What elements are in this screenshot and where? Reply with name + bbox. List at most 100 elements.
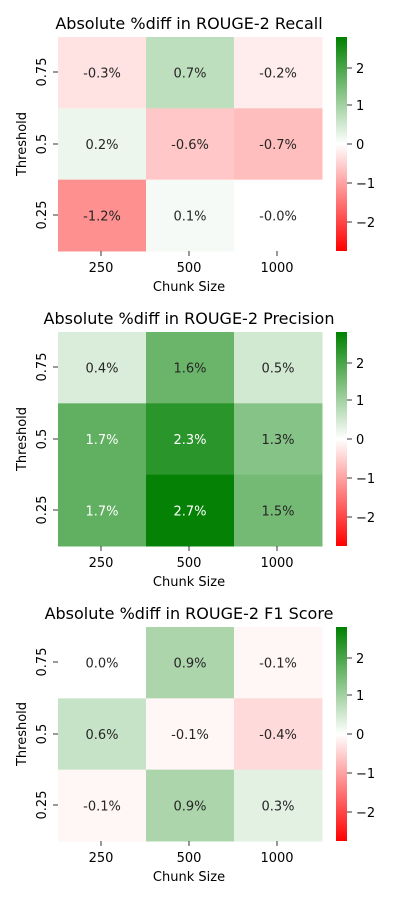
y-tick-label: 0.75 bbox=[35, 58, 50, 87]
colorbar-tick-label: 1 bbox=[356, 394, 364, 409]
x-tick-label: 1000 bbox=[260, 556, 293, 571]
heatmap-panel-precision: Absolute %diff in ROUGE-2 Precision 0.4%… bbox=[15, 309, 375, 590]
y-tick-label: 0.25 bbox=[35, 791, 50, 820]
x-tick-label: 250 bbox=[89, 556, 114, 571]
cell-value-label: -0.1% bbox=[259, 657, 297, 672]
colorbar-tick-label: 0 bbox=[356, 728, 364, 743]
y-tick-label: 0.5 bbox=[35, 134, 50, 155]
heatmap-cell bbox=[146, 179, 235, 252]
colorbar-tick-label: −1 bbox=[356, 472, 375, 487]
colorbar-tick-label: 2 bbox=[356, 62, 364, 77]
cell-value-label: -0.4% bbox=[259, 728, 297, 743]
heatmap-cell bbox=[58, 332, 147, 404]
y-axis: 0.75 0.5 0.25 Threshold bbox=[15, 58, 58, 230]
colorbar-tick-label: −2 bbox=[356, 216, 375, 231]
cell-value-label: -0.6% bbox=[171, 138, 209, 153]
y-tick-label: 0.25 bbox=[35, 496, 50, 525]
heatmap-cell bbox=[58, 769, 147, 842]
x-axis-label: Chunk Size bbox=[153, 870, 225, 885]
heatmap-cell bbox=[146, 332, 235, 404]
x-tick-label: 500 bbox=[177, 851, 202, 866]
cell-value-label: 1.5% bbox=[261, 504, 294, 519]
cell-value-label: -0.0% bbox=[259, 209, 297, 224]
heatmap-cell bbox=[234, 108, 323, 181]
heatmap-panel-recall: Absolute %diff in ROUGE-2 Recall -0.3% 0.… bbox=[15, 14, 375, 295]
x-axis: 250 500 1000 Chunk Size bbox=[89, 251, 294, 295]
heatmap-cell bbox=[234, 37, 323, 109]
heatmap-cell bbox=[58, 474, 147, 547]
heatmap-cell bbox=[146, 108, 235, 181]
cell-labels: 0.4% 1.6% 0.5% 1.7% 2.3% 1.3% 1.7% 2.7% 1.5% bbox=[85, 362, 294, 520]
cell-value-label: 0.1% bbox=[173, 209, 206, 224]
heatmap-cell bbox=[146, 698, 235, 771]
cell-value-label: 0.4% bbox=[85, 362, 118, 377]
heatmap-cell bbox=[58, 627, 147, 699]
cell-labels: 0.0% 0.9% -0.1% 0.6% -0.1% -0.4% -0.1% 0.9% 0.3% bbox=[83, 657, 297, 815]
heatmap-cell bbox=[234, 698, 323, 771]
y-axis: 0.75 0.5 0.25 Threshold bbox=[15, 353, 58, 525]
colorbar-tick-label: −1 bbox=[356, 767, 375, 782]
cell-value-label: -0.1% bbox=[83, 799, 121, 814]
y-tick-label: 0.75 bbox=[35, 353, 50, 382]
heatmap-cell bbox=[58, 108, 147, 181]
cell-value-label: 0.3% bbox=[261, 799, 294, 814]
y-tick-label: 0.5 bbox=[35, 429, 50, 450]
colorbar-tick-label: −1 bbox=[356, 177, 375, 192]
colorbar-tick-label: 1 bbox=[356, 689, 364, 704]
cell-value-label: 0.5% bbox=[261, 362, 294, 377]
cell-value-label: -0.3% bbox=[83, 67, 121, 82]
cell-value-label: 1.7% bbox=[85, 433, 118, 448]
x-tick-label: 1000 bbox=[260, 261, 293, 276]
y-axis: 0.75 0.5 0.25 Threshold bbox=[15, 648, 58, 820]
y-axis-label: Threshold bbox=[15, 407, 30, 472]
heatmap-cell bbox=[58, 403, 147, 476]
heatmap-cell bbox=[58, 698, 147, 771]
heatmap-cell bbox=[58, 37, 147, 109]
colorbar-tick-label: 0 bbox=[356, 433, 364, 448]
x-axis-label: Chunk Size bbox=[153, 575, 225, 590]
cell-value-label: 0.2% bbox=[85, 138, 118, 153]
heatmap-cell bbox=[146, 474, 235, 547]
cell-value-label: -0.2% bbox=[259, 67, 297, 82]
heatmap-cell bbox=[146, 769, 235, 842]
colorbar-tick-label: 0 bbox=[356, 138, 364, 153]
cell-value-label: 2.3% bbox=[173, 433, 206, 448]
heatmap-cell bbox=[146, 627, 235, 699]
x-tick-label: 1000 bbox=[260, 851, 293, 866]
chart-title: Absolute %diff in ROUGE-2 Recall bbox=[55, 14, 322, 33]
y-axis-label: Threshold bbox=[15, 702, 30, 767]
cell-value-label: 0.9% bbox=[173, 799, 206, 814]
colorbar: 2 1 0 −1 −2 bbox=[336, 332, 375, 546]
heatmap-cell bbox=[234, 474, 323, 547]
x-tick-label: 250 bbox=[89, 261, 114, 276]
cell-value-label: 1.6% bbox=[173, 362, 206, 377]
cell-value-label: 1.3% bbox=[261, 433, 294, 448]
y-axis-label: Threshold bbox=[15, 112, 30, 177]
cell-value-label: -0.1% bbox=[171, 728, 209, 743]
heatmap-panel-f1-score: Absolute %diff in ROUGE-2 F1 Score 0.0% 0… bbox=[15, 604, 375, 885]
colorbar-tick-label: −2 bbox=[356, 511, 375, 526]
heatmap-cell bbox=[146, 37, 235, 109]
heatmap-cells bbox=[58, 627, 323, 842]
heatmap-cells bbox=[58, 332, 323, 547]
x-tick-label: 500 bbox=[177, 556, 202, 571]
colorbar-tick-label: 2 bbox=[356, 652, 364, 667]
x-axis-label: Chunk Size bbox=[153, 280, 225, 295]
colorbar-gradient bbox=[336, 37, 347, 251]
heatmap-cell bbox=[234, 627, 323, 699]
cell-value-label: 0.6% bbox=[85, 728, 118, 743]
heatmap-cell bbox=[146, 403, 235, 476]
heatmap-cell bbox=[234, 769, 323, 842]
y-tick-label: 0.5 bbox=[35, 724, 50, 745]
x-tick-label: 500 bbox=[177, 261, 202, 276]
heatmap-cell bbox=[234, 179, 323, 252]
x-axis: 250 500 1000 Chunk Size bbox=[89, 546, 294, 590]
chart-title: Absolute %diff in ROUGE-2 Precision bbox=[44, 309, 335, 328]
colorbar: 2 1 0 −1 −2 bbox=[336, 37, 375, 251]
cell-value-label: 0.7% bbox=[173, 67, 206, 82]
chart-title: Absolute %diff in ROUGE-2 F1 Score bbox=[45, 604, 334, 623]
cell-value-label: 2.7% bbox=[173, 504, 206, 519]
y-tick-label: 0.25 bbox=[35, 201, 50, 230]
colorbar-gradient bbox=[336, 332, 347, 546]
